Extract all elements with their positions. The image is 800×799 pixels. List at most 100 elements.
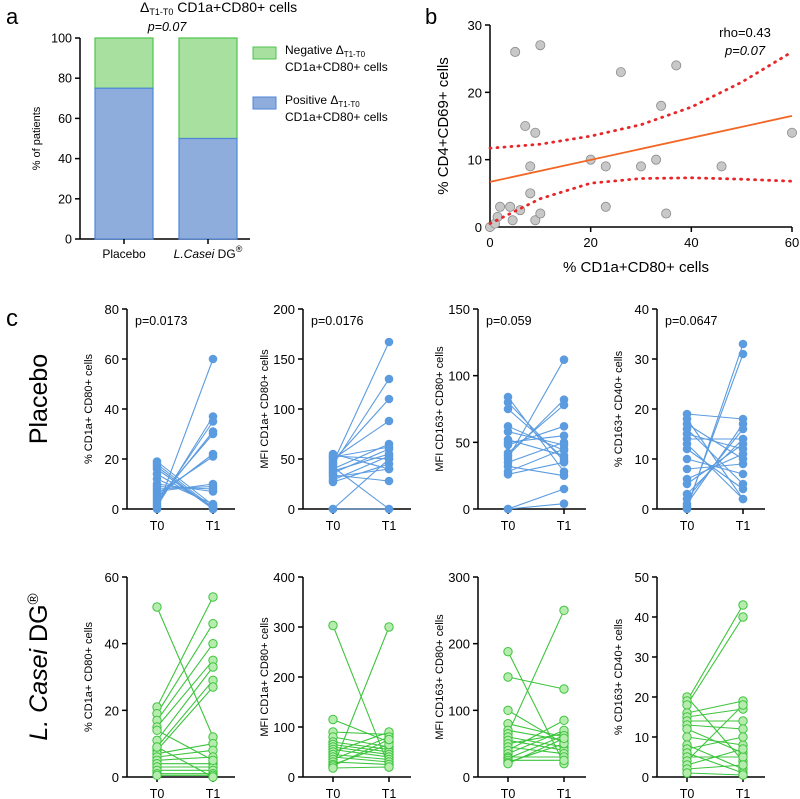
- panel-a-stacked-bar-chart: ΔT1-T0 CD1a+CD80+ cells p=0.07 0 20 40 60 80…: [31, 0, 388, 261]
- c-point-t1: [384, 394, 394, 404]
- c-point-t0: [503, 422, 513, 431]
- c-y-tick-label: 20: [105, 452, 119, 467]
- c-y-axis-label: MFI CD1a+ CD80+ cells: [259, 349, 271, 469]
- c-pair-line: [507, 404, 565, 454]
- panel-a-pvalue: p=0.07: [147, 20, 188, 34]
- c-y-tick-label: 40: [635, 302, 649, 317]
- c-point-t1: [738, 424, 748, 434]
- c-y-tick-label: 0: [112, 502, 119, 517]
- c-y-tick-label: 50: [635, 570, 649, 585]
- c-pair-line: [686, 448, 744, 490]
- c-y-tick-label: 0: [642, 502, 649, 517]
- c-point-t0: [682, 732, 692, 742]
- c-pair-line: [507, 425, 565, 451]
- c-point-t0: [152, 457, 162, 466]
- c-y-tick-label: 20: [105, 703, 119, 718]
- c-point-t0: [682, 700, 692, 710]
- c-pair-line: [507, 461, 565, 475]
- c-point-t1: [208, 662, 218, 672]
- c-point-t1: [559, 422, 569, 431]
- c-pair-line: [332, 756, 390, 763]
- c-point-t1: [738, 744, 748, 754]
- c-y-tick-label: 0: [642, 770, 649, 785]
- c-point-t0: [328, 620, 338, 631]
- c-pair-line: [156, 606, 214, 738]
- c-pair-line: [156, 466, 214, 510]
- c-pair-line: [507, 396, 565, 472]
- a-bar-positive: [94, 87, 154, 240]
- c-pair-line: [332, 420, 390, 460]
- c-pair-line: [686, 423, 744, 460]
- c-point-t1: [559, 755, 569, 766]
- c-pair-line: [507, 737, 565, 765]
- a-legend-positive-swatch: [252, 96, 277, 110]
- c-pair-line: [507, 719, 565, 751]
- b-scatter-point: [716, 161, 727, 172]
- c-pair-line: [156, 461, 214, 506]
- b-scatter-point: [600, 201, 611, 212]
- c-pair-line: [332, 731, 390, 736]
- c-point-t1: [559, 484, 569, 494]
- panel-b-scatter-plot: 0 10 20 30 0 20 40 60 % CD1a+CD80+ cells % CD4+CD…: [435, 18, 799, 276]
- c-pair-line: [507, 465, 565, 477]
- c-y-axis-label: % CD163+ CD40+ cells: [613, 350, 625, 467]
- b-y-tick-label: 20: [468, 85, 482, 100]
- c-chart-7: 0 100 200 300 T0 T1 MFI CD163+ CD80+ cells: [434, 570, 586, 799]
- c-pair-line: [156, 643, 214, 721]
- c-y-tick-label: 0: [288, 770, 295, 785]
- c-pvalue: p=0.0173: [135, 314, 188, 328]
- b-x-tick-label: 0: [486, 235, 493, 250]
- c-point-t0: [503, 435, 513, 444]
- c-chart-8: 0 10 20 30 40 50 T0 T1 % CD163+ CD40+ cells: [613, 570, 765, 799]
- c-y-tick-label: 100: [273, 402, 295, 417]
- c-x-tick-label: T1: [736, 787, 751, 799]
- c-point-t0: [503, 646, 513, 657]
- c-x-tick-label: T1: [736, 519, 751, 533]
- c-chart-5: 0 20 40 60 T0 T1 % CD1a+ CD80+ cells: [83, 570, 235, 799]
- c-point-t1: [559, 431, 569, 440]
- c-point-t0: [152, 602, 162, 612]
- c-pair-line: [507, 441, 565, 463]
- b-scatter-point: [535, 208, 546, 219]
- c-chart-3: 0 50 100 150 T0 T1 MFI CD163+ CD80+ cells p=0.0…: [434, 302, 586, 533]
- c-pair-line: [686, 748, 744, 766]
- c-point-t1: [559, 684, 569, 694]
- c-pair-line: [156, 456, 214, 495]
- b-scatter-point: [535, 40, 546, 51]
- c-y-axis-label: % CD1a+ CD80+ cells: [83, 353, 95, 464]
- c-y-axis-label: MFI CD163+ CD80+ cells: [434, 614, 446, 740]
- c-pair-line: [332, 341, 390, 464]
- c-point-t0: [503, 504, 513, 514]
- c-point-t1: [559, 456, 569, 466]
- c-point-t0: [152, 725, 162, 736]
- c-pair-line: [507, 401, 565, 462]
- c-point-t0: [503, 448, 513, 458]
- c-point-t0: [328, 763, 338, 773]
- a-y-tick-label: 80: [58, 72, 72, 86]
- c-pair-line: [686, 353, 744, 507]
- c-point-t1: [738, 454, 748, 464]
- c-pair-line: [332, 466, 390, 510]
- c-pair-line: [332, 718, 390, 743]
- placebo-group-label: Placebo: [25, 354, 53, 444]
- c-point-t1: [208, 500, 218, 510]
- c-point-t0: [682, 454, 692, 464]
- c-y-tick-label: 200: [273, 302, 295, 317]
- c-point-t1: [208, 682, 218, 692]
- c-x-tick-label: T0: [326, 519, 341, 533]
- c-pair-line: [156, 463, 214, 509]
- c-y-tick-label: 20: [635, 402, 649, 417]
- c-y-tick-label: 50: [281, 452, 295, 467]
- c-point-t0: [503, 705, 513, 716]
- b-scatter-point: [787, 127, 798, 138]
- c-point-t0: [682, 464, 692, 474]
- c-point-t1: [384, 622, 394, 632]
- c-point-t1: [738, 752, 748, 762]
- c-x-tick-label: T0: [680, 787, 695, 799]
- c-pair-line: [156, 686, 214, 751]
- c-y-axis-label: MFI CD163+ CD80+ cells: [434, 346, 446, 472]
- b-scatter-point: [507, 215, 518, 226]
- c-pair-line: [686, 443, 744, 485]
- c-point-t0: [152, 742, 162, 752]
